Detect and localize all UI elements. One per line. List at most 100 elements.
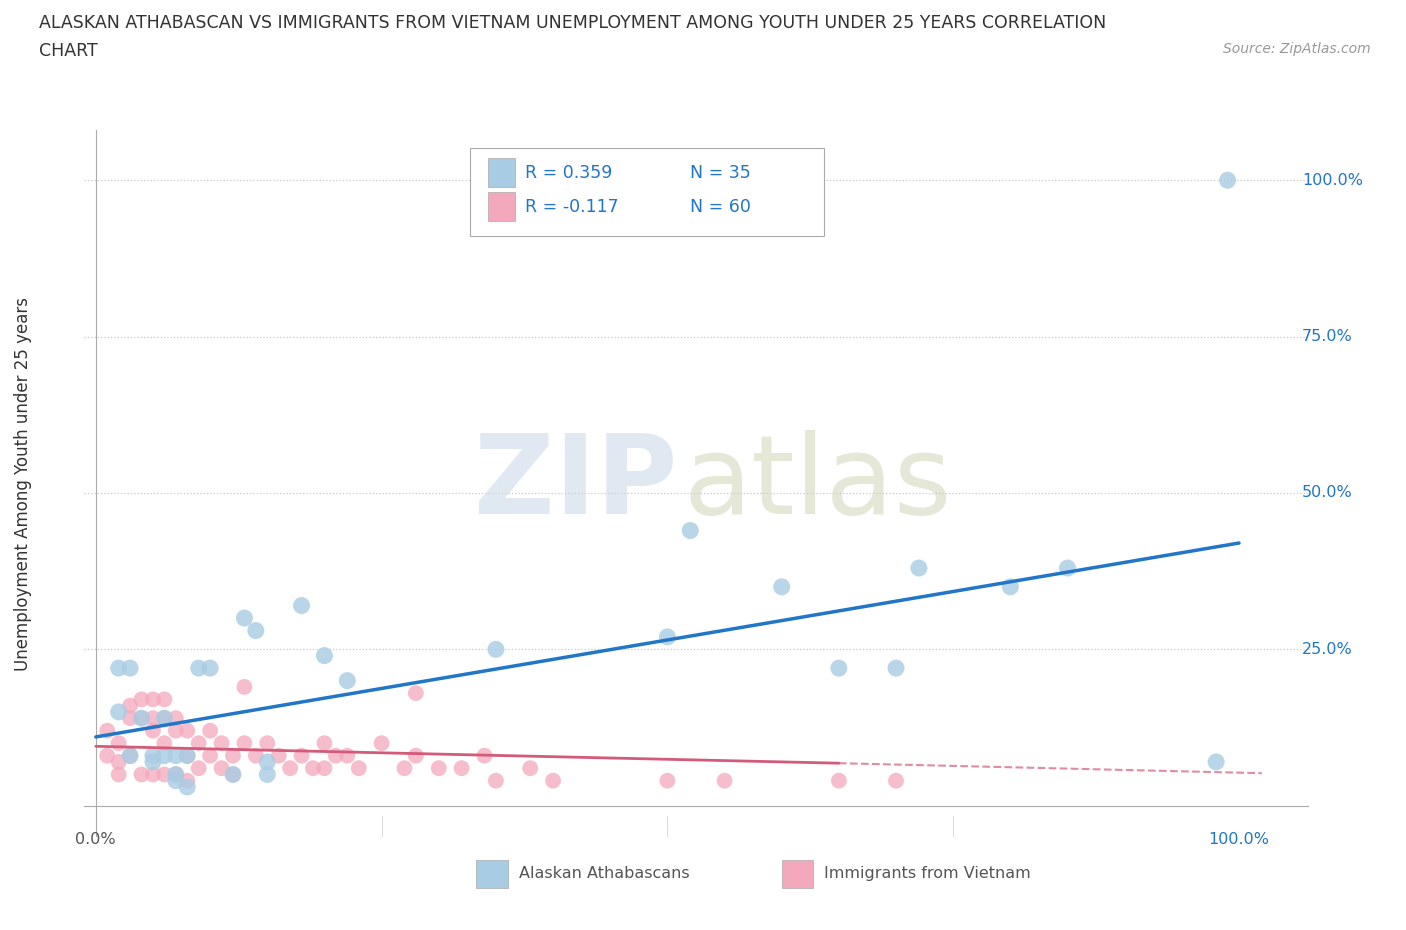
Point xyxy=(657,630,679,644)
Point xyxy=(165,767,187,782)
Point xyxy=(256,754,278,769)
Point xyxy=(153,749,176,764)
FancyBboxPatch shape xyxy=(488,158,515,188)
Point xyxy=(107,660,129,675)
Point xyxy=(325,749,347,764)
Text: 50.0%: 50.0% xyxy=(1302,485,1353,500)
Point xyxy=(165,724,187,738)
Point xyxy=(908,561,931,576)
Point xyxy=(1216,173,1239,188)
Point xyxy=(290,598,312,613)
Point xyxy=(120,711,142,725)
Text: atlas: atlas xyxy=(683,430,952,538)
Point xyxy=(222,749,245,764)
Point xyxy=(120,749,142,764)
Point xyxy=(153,711,176,725)
FancyBboxPatch shape xyxy=(475,859,508,888)
Point xyxy=(176,779,198,794)
Point xyxy=(176,749,198,764)
Point xyxy=(222,767,245,782)
Point xyxy=(211,761,233,776)
Text: 75.0%: 75.0% xyxy=(1302,329,1353,344)
Point xyxy=(474,749,496,764)
Point xyxy=(165,711,187,725)
Text: Source: ZipAtlas.com: Source: ZipAtlas.com xyxy=(1223,42,1371,56)
Text: Alaskan Athabascans: Alaskan Athabascans xyxy=(519,866,689,882)
Point xyxy=(485,773,508,788)
Point xyxy=(165,767,187,782)
Point xyxy=(165,773,187,788)
Point xyxy=(153,767,176,782)
Point xyxy=(405,749,427,764)
Point xyxy=(278,761,301,776)
Text: R = 0.359: R = 0.359 xyxy=(524,164,612,181)
Point xyxy=(142,754,165,769)
Point xyxy=(211,736,233,751)
Point xyxy=(770,579,793,594)
Point xyxy=(233,611,256,626)
Point xyxy=(256,736,278,751)
Point xyxy=(142,767,165,782)
Point xyxy=(131,692,153,707)
Point xyxy=(256,767,278,782)
Text: R = -0.117: R = -0.117 xyxy=(524,197,619,216)
Text: 0.0%: 0.0% xyxy=(76,832,117,847)
Point xyxy=(1056,561,1078,576)
Point xyxy=(245,623,267,638)
Point xyxy=(485,642,508,657)
Point xyxy=(1205,754,1227,769)
Point xyxy=(828,660,851,675)
Point xyxy=(245,749,267,764)
Point xyxy=(541,773,564,788)
Point xyxy=(394,761,416,776)
Point xyxy=(198,724,221,738)
Text: N = 35: N = 35 xyxy=(690,164,751,181)
Point xyxy=(96,724,118,738)
Text: ZIP: ZIP xyxy=(474,430,678,538)
Point xyxy=(314,736,336,751)
Point xyxy=(165,749,187,764)
Point xyxy=(131,711,153,725)
Point xyxy=(828,773,851,788)
FancyBboxPatch shape xyxy=(470,148,824,236)
Point xyxy=(450,761,472,776)
Point xyxy=(884,660,907,675)
Point xyxy=(131,711,153,725)
Point xyxy=(120,698,142,713)
Point xyxy=(176,724,198,738)
Point xyxy=(187,761,209,776)
Point xyxy=(1000,579,1022,594)
FancyBboxPatch shape xyxy=(488,192,515,221)
Point xyxy=(267,749,290,764)
Point xyxy=(187,736,209,751)
Point xyxy=(347,761,370,776)
Point xyxy=(107,736,129,751)
Point xyxy=(153,692,176,707)
Point xyxy=(713,773,735,788)
Point xyxy=(884,773,907,788)
FancyBboxPatch shape xyxy=(782,859,814,888)
Text: 100.0%: 100.0% xyxy=(1209,832,1270,847)
Text: CHART: CHART xyxy=(39,42,98,60)
Point xyxy=(142,711,165,725)
Point xyxy=(96,749,118,764)
Point xyxy=(233,736,256,751)
Point xyxy=(370,736,392,751)
Text: Unemployment Among Youth under 25 years: Unemployment Among Youth under 25 years xyxy=(14,297,32,671)
Point xyxy=(142,692,165,707)
Point xyxy=(198,660,221,675)
Point xyxy=(142,724,165,738)
Text: N = 60: N = 60 xyxy=(690,197,751,216)
Point xyxy=(314,648,336,663)
Point xyxy=(405,685,427,700)
Text: 25.0%: 25.0% xyxy=(1302,642,1353,657)
Point xyxy=(107,754,129,769)
Text: 100.0%: 100.0% xyxy=(1302,173,1362,188)
Text: ALASKAN ATHABASCAN VS IMMIGRANTS FROM VIETNAM UNEMPLOYMENT AMONG YOUTH UNDER 25 : ALASKAN ATHABASCAN VS IMMIGRANTS FROM VI… xyxy=(39,14,1107,32)
Point xyxy=(131,767,153,782)
Point xyxy=(107,767,129,782)
Text: Immigrants from Vietnam: Immigrants from Vietnam xyxy=(824,866,1031,882)
Point xyxy=(120,660,142,675)
Point xyxy=(107,704,129,719)
Point xyxy=(153,736,176,751)
